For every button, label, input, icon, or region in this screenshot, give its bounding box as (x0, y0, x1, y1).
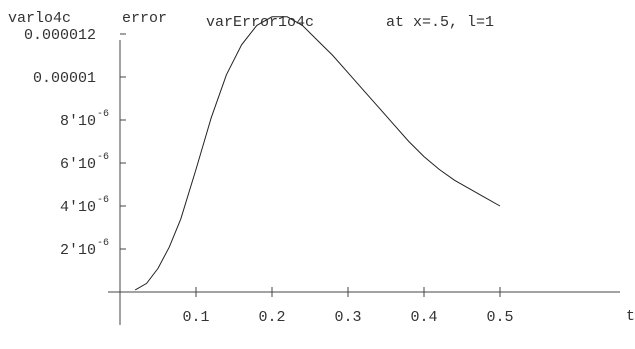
y-tick-label: 4'10 (60, 199, 96, 216)
y-tick-label: 6'10 (60, 156, 96, 173)
title-part-4: at x=.5, l=1 (386, 14, 494, 31)
y-tick-exponent: -6 (97, 238, 109, 249)
title-part-3: varError1o4c (206, 14, 314, 31)
title-part-1: varlo4c (8, 10, 71, 27)
y-tick-exponent: -6 (97, 152, 109, 163)
x-tick-label: 0.3 (334, 309, 361, 326)
chart-title: varlo4c error varError1o4c at x=.5, l=1 (8, 10, 494, 31)
x-tick-label: 0.5 (486, 309, 513, 326)
x-tick-label: 0.4 (410, 309, 437, 326)
title-part-2: error (122, 10, 167, 27)
x-tick-label: 0.1 (182, 309, 209, 326)
y-tick-label: 0.000012 (24, 27, 96, 44)
x-tick-label: 0.2 (258, 309, 285, 326)
x-axis-ticks: 0.1 0.2 0.3 0.4 0.5 (182, 287, 514, 326)
y-tick-exponent: -6 (97, 195, 109, 206)
x-axis-label: t (626, 308, 635, 325)
y-tick-exponent: -6 (97, 109, 109, 120)
y-tick-label: 0.00001 (33, 70, 96, 87)
y-tick-label: 2'10 (60, 242, 96, 259)
series-line (134, 16, 501, 291)
y-tick-label: 8'10 (60, 113, 96, 130)
